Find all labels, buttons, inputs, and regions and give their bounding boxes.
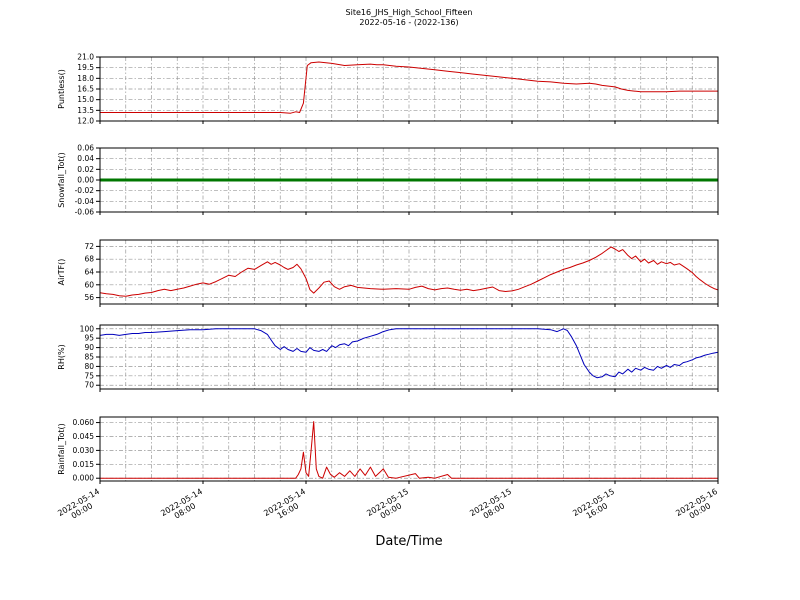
y-tick-label: 0.00: [77, 176, 94, 185]
y-tick-label: 75: [84, 371, 94, 380]
y-tick-label: -0.06: [75, 208, 95, 217]
svg-text:2022-05-1408:00: 2022-05-1408:00: [159, 487, 208, 526]
x-axis-label: Date/Time: [375, 534, 443, 549]
x-tick-label: 2022-05-1516:00: [571, 487, 620, 526]
y-tick-label: 72: [84, 242, 94, 251]
figure-title: Site16_JHS_High_School_Fifteen: [345, 8, 473, 17]
y-tick-label: 19.5: [77, 63, 94, 72]
x-tick-label: 2022-05-1500:00: [365, 487, 414, 526]
svg-text:2022-05-1500:00: 2022-05-1500:00: [365, 487, 414, 526]
x-tick-label: 2022-05-1600:00: [674, 487, 723, 526]
y-tick-label: 0.04: [77, 154, 94, 163]
y-tick-label: 68: [84, 255, 94, 264]
y-tick-label: 15.0: [77, 95, 94, 104]
y-tick-label: 56: [84, 293, 94, 302]
y-axis-label: AirTF(): [57, 259, 66, 286]
y-tick-label: 0.06: [77, 144, 94, 153]
y-tick-label: 60: [84, 280, 94, 289]
x-tick-label: 2022-05-1508:00: [468, 487, 517, 526]
axes-box: [99, 239, 719, 305]
y-axis-label: Snowfall_Tot(): [57, 152, 66, 208]
x-tick-label: 2022-05-1416:00: [262, 487, 311, 526]
y-tick-label: 0.045: [73, 432, 95, 441]
x-tick-labels: 2022-05-1400:00 2022-05-1408:00 2022-05-14…: [56, 487, 723, 526]
x-tick-label: 2022-05-1408:00: [159, 487, 208, 526]
y-tick-label: 70: [84, 381, 94, 390]
panel-2-AirTF: 56 60 64 68 72 AirTF(): [57, 239, 719, 307]
y-tick-label: 21.0: [77, 53, 94, 62]
y-tick-label: 13.5: [77, 106, 94, 115]
panel-0-Puntless: 12.0 13.5 15.016.5 18.0 19.521.0 Puntless(): [57, 53, 719, 126]
x-tick-label: 2022-05-1400:00: [56, 487, 105, 526]
y-tick-label: 90: [84, 343, 94, 352]
svg-text:2022-05-1416:00: 2022-05-1416:00: [262, 487, 311, 526]
series-line-2: [100, 246, 718, 297]
y-tick-label: 64: [84, 268, 94, 277]
axes-box: [99, 56, 719, 122]
y-tick-label: -0.04: [75, 197, 95, 206]
y-axis-label: Puntless(): [57, 69, 66, 109]
svg-text:2022-05-1400:00: 2022-05-1400:00: [56, 487, 105, 526]
series-line-4: [100, 421, 718, 479]
y-tick-label: 16.5: [77, 85, 94, 94]
series-line-3: [100, 328, 718, 379]
svg-text:2022-05-1600:00: 2022-05-1600:00: [674, 487, 723, 526]
svg-text:2022-05-1516:00: 2022-05-1516:00: [571, 487, 620, 526]
panel-4-RainfallTot: 0.000 0.015 0.030 0.045 0.060 Rainfall_Tot(): [57, 416, 719, 484]
y-tick-label: 18.0: [77, 74, 94, 83]
y-tick-label: 0.060: [73, 418, 95, 427]
axes-box: [99, 324, 719, 390]
y-tick-label: 12.0: [77, 117, 94, 126]
panel-1-SnowfallTot: -0.06 -0.04 -0.020.00 0.02 0.040.06 Snowfall_…: [57, 144, 719, 217]
series-line-0: [100, 61, 718, 114]
y-axis-label: Rainfall_Tot(): [57, 423, 66, 475]
y-tick-label: 95: [84, 334, 94, 343]
y-tick-label: 0.030: [73, 446, 95, 455]
y-tick-label: 100: [80, 324, 95, 333]
svg-text:2022-05-1508:00: 2022-05-1508:00: [468, 487, 517, 526]
y-axis-label: RH(%): [57, 344, 66, 369]
y-tick-label: 0.02: [77, 165, 94, 174]
y-tick-label: 80: [84, 362, 94, 371]
y-tick-label: 0.015: [73, 460, 95, 469]
y-tick-label: 85: [84, 353, 94, 362]
axes-box: [99, 147, 719, 213]
y-tick-label: 0.000: [73, 474, 95, 483]
y-tick-label: -0.02: [75, 186, 95, 195]
axes-box: [99, 416, 719, 482]
figure-subtitle: 2022-05-16 - (2022-136): [359, 18, 459, 27]
